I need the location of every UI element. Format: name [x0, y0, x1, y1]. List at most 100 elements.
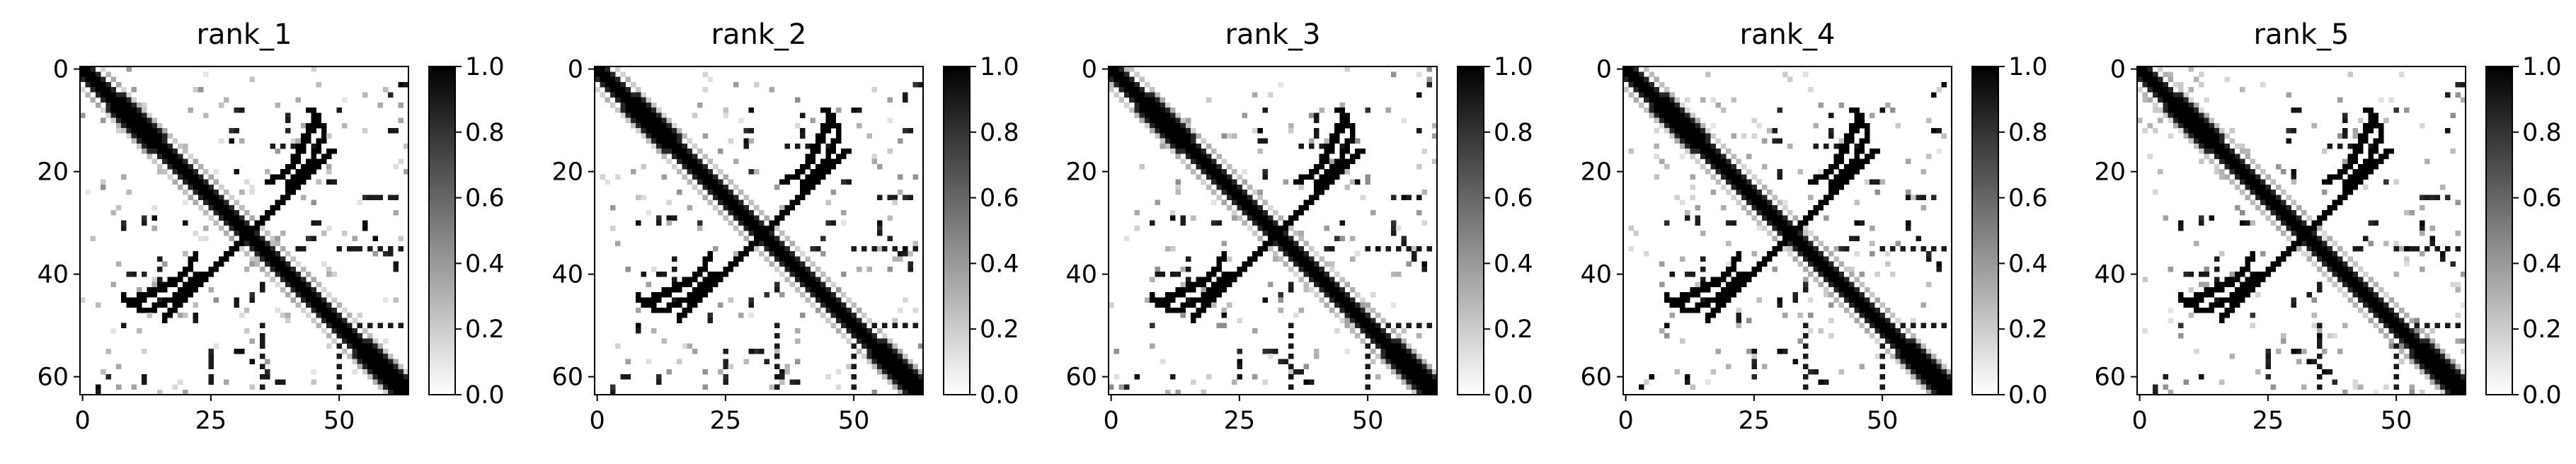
heatmap-cell — [702, 292, 708, 298]
heatmap-cell — [162, 133, 168, 139]
heatmap-cell — [1370, 292, 1376, 298]
heatmap-cell — [357, 199, 363, 206]
heatmap-cell — [156, 266, 163, 272]
heatmap-cell — [1206, 158, 1212, 165]
heatmap-cell — [147, 143, 152, 149]
heatmap-cell — [388, 359, 394, 364]
heatmap-cell — [908, 195, 913, 200]
heatmap-cell — [810, 302, 816, 308]
heatmap-cell — [183, 163, 188, 170]
heatmap-cell — [331, 297, 337, 303]
heatmap-cell — [1941, 81, 1947, 88]
heatmap-cell — [1746, 199, 1752, 206]
heatmap-cell — [326, 179, 332, 185]
heatmap-cell — [882, 369, 888, 375]
heatmap-cell — [1247, 256, 1253, 262]
heatmap-cell — [820, 286, 826, 293]
heatmap-cell — [800, 179, 806, 185]
heatmap-cell — [1196, 143, 1201, 149]
heatmap-cell — [300, 307, 307, 313]
heatmap-cell — [1242, 220, 1248, 226]
heatmap-cell — [398, 102, 404, 108]
heatmap-cell — [1726, 261, 1731, 267]
heatmap-cell — [105, 102, 111, 108]
heatmap-cell — [1808, 297, 1814, 303]
x-tick-label: 50 — [2381, 407, 2412, 435]
heatmap-cell — [1365, 343, 1371, 349]
heatmap-cell — [1242, 169, 1248, 175]
heatmap-cell — [362, 354, 368, 359]
heatmap-cell — [1180, 138, 1186, 144]
heatmap-cell — [300, 266, 307, 272]
heatmap-cell — [789, 174, 796, 180]
heatmap-cell — [2209, 117, 2215, 124]
heatmap-cell — [2152, 102, 2158, 108]
heatmap-cell — [1802, 256, 1809, 262]
heatmap-cell — [815, 179, 821, 185]
heatmap-cell — [1288, 236, 1294, 241]
heatmap-cell — [779, 240, 785, 247]
heatmap-cell — [774, 354, 780, 359]
heatmap-cell — [1201, 307, 1207, 313]
heatmap-cell — [903, 128, 908, 134]
heatmap-cell — [1792, 225, 1798, 231]
heatmap-cell — [156, 122, 163, 129]
colorbar-tick-label: 1.0 — [980, 53, 1019, 81]
heatmap-cell — [1329, 282, 1335, 288]
heatmap-cell — [2352, 261, 2359, 267]
heatmap-cell — [1221, 256, 1227, 262]
heatmap-cell — [1401, 359, 1407, 364]
heatmap-cell — [249, 184, 255, 190]
heatmap-cell — [908, 364, 913, 370]
heatmap-cell — [666, 220, 672, 226]
heatmap-cell — [1925, 153, 1932, 159]
heatmap-cell — [1257, 138, 1263, 144]
heatmap-cell — [774, 364, 780, 370]
heatmap-cell — [1298, 204, 1304, 211]
heatmap-cell — [2183, 128, 2189, 134]
heatmap-cell — [1370, 318, 1376, 323]
heatmap-cell — [1838, 174, 1845, 180]
heatmap-cell — [347, 245, 353, 252]
heatmap-cell — [367, 333, 373, 339]
heatmap-cell — [2425, 364, 2430, 370]
heatmap-cell — [2311, 313, 2318, 318]
heatmap-cell — [1426, 379, 1433, 385]
heatmap-cell — [1720, 297, 1727, 303]
heatmap-cell — [1870, 149, 1875, 154]
heatmap-cell — [121, 220, 127, 226]
heatmap-cell — [300, 133, 307, 139]
heatmap-cell — [2398, 71, 2405, 77]
heatmap-cell — [156, 286, 163, 293]
heatmap-cell — [2204, 286, 2209, 293]
heatmap-cell — [2316, 256, 2323, 262]
heatmap-cell — [1854, 318, 1860, 323]
heatmap-cell — [321, 286, 327, 293]
heatmap-cell — [1160, 297, 1166, 303]
heatmap-cell — [1808, 261, 1814, 267]
heatmap-cell — [1293, 231, 1299, 236]
heatmap-cell — [1416, 245, 1422, 252]
heatmap-cell — [687, 282, 693, 288]
heatmap-cell — [2147, 66, 2153, 72]
heatmap-cell — [636, 195, 641, 200]
heatmap-cell — [1854, 149, 1860, 154]
heatmap-cell — [1916, 236, 1921, 241]
heatmap-cell — [1720, 277, 1727, 282]
heatmap-cell — [2409, 318, 2415, 323]
heatmap-cell — [784, 210, 790, 216]
heatmap-cell — [707, 199, 714, 206]
heatmap-cell — [2322, 261, 2328, 267]
heatmap-cell — [1879, 313, 1886, 318]
heatmap-cell — [321, 327, 327, 334]
heatmap-cell — [1411, 256, 1417, 262]
heatmap-cell — [1211, 174, 1217, 180]
heatmap-cell — [1828, 128, 1834, 134]
heatmap-cell — [2347, 256, 2353, 262]
heatmap-cell — [1633, 76, 1639, 83]
heatmap-cell — [718, 190, 723, 195]
heatmap-cell — [1870, 318, 1875, 323]
heatmap-cell — [1772, 266, 1778, 272]
heatmap-cell — [1201, 292, 1207, 298]
heatmap-cell — [213, 297, 219, 303]
